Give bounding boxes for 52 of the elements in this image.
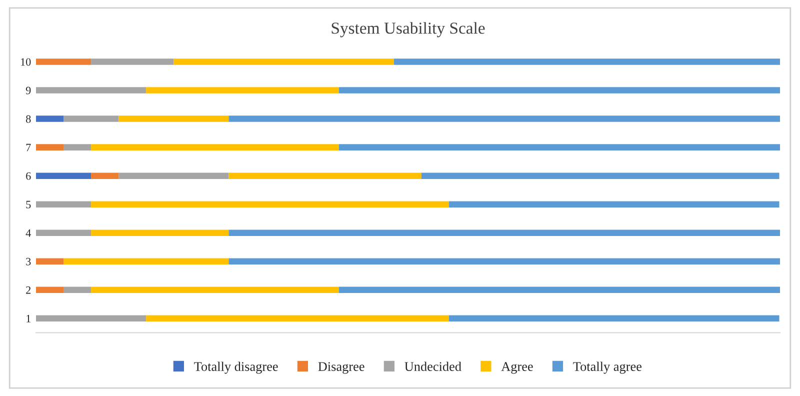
y-tick-label: 1 — [26, 314, 30, 322]
bar — [36, 172, 92, 179]
bar — [174, 58, 394, 65]
bar — [91, 230, 229, 236]
y-tick-label: 3 — [26, 258, 31, 266]
bar — [228, 258, 780, 264]
y-tick-label: 4 — [26, 229, 31, 237]
bar — [338, 144, 780, 150]
y-tick-label: 7 — [26, 144, 31, 152]
y-tick-label: 2 — [26, 286, 31, 294]
bar — [64, 116, 119, 122]
bar — [36, 144, 64, 150]
bar — [64, 286, 92, 294]
bar — [146, 87, 339, 94]
legend-label: Disagree — [318, 362, 364, 374]
y-tick-label: 10 — [21, 58, 31, 66]
bar — [448, 315, 780, 322]
bar — [91, 201, 449, 208]
y-tick-label: 8 — [26, 115, 31, 123]
bar — [338, 286, 780, 294]
bar — [118, 172, 229, 179]
bar — [91, 144, 339, 150]
y-tick-label: 5 — [26, 200, 31, 208]
bar — [118, 116, 229, 122]
bar — [91, 172, 119, 179]
bar — [64, 144, 92, 150]
y-tick-label: 9 — [26, 86, 31, 94]
bar — [36, 116, 64, 122]
bar — [146, 315, 449, 322]
bar — [36, 258, 64, 264]
bar — [228, 172, 422, 179]
legend-label: Agree — [501, 362, 533, 374]
bar — [36, 201, 92, 208]
bar — [64, 258, 229, 264]
bar — [36, 87, 146, 94]
legend-label: Undecided — [404, 362, 462, 371]
bar — [448, 201, 780, 208]
bar — [338, 87, 780, 94]
bar — [228, 116, 780, 122]
y-tick-label: 6 — [26, 172, 31, 180]
bar — [228, 230, 780, 236]
bar — [36, 230, 92, 236]
legend-label: Totally agree — [573, 362, 642, 374]
bar — [91, 286, 339, 294]
bar — [36, 315, 146, 322]
legend-label: Totally disagree — [194, 362, 278, 374]
bar — [91, 58, 174, 65]
bar — [394, 58, 780, 65]
bar — [36, 286, 64, 294]
chart-title: System Usability Scale — [332, 22, 485, 38]
bar — [421, 172, 780, 179]
bar — [36, 58, 92, 65]
